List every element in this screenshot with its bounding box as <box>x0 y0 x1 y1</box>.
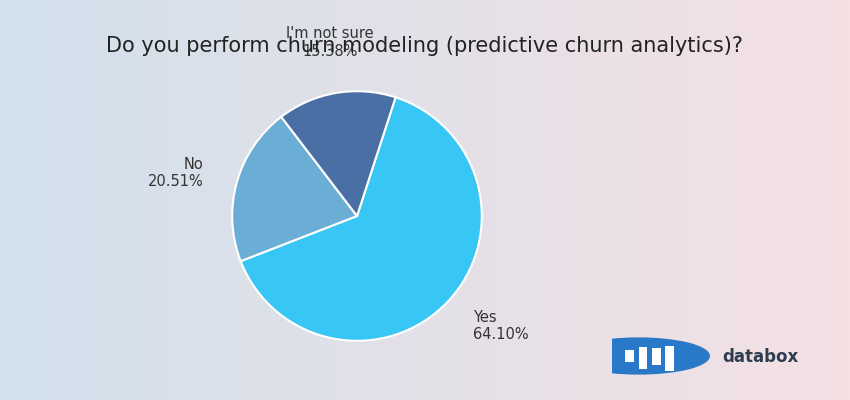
Circle shape <box>568 338 709 374</box>
Wedge shape <box>241 97 482 341</box>
Text: I'm not sure
15.38%: I'm not sure 15.38% <box>286 26 374 58</box>
Text: Yes
64.10%: Yes 64.10% <box>473 310 529 342</box>
Bar <box>638 347 648 369</box>
Bar <box>652 348 660 365</box>
Text: No
20.51%: No 20.51% <box>147 156 203 189</box>
Wedge shape <box>232 117 357 261</box>
Text: Do you perform churn modeling (predictive churn analytics)?: Do you perform churn modeling (predictiv… <box>106 36 744 56</box>
Bar <box>665 346 674 371</box>
Bar <box>626 350 634 362</box>
Text: databox: databox <box>722 348 799 366</box>
Wedge shape <box>281 91 395 216</box>
